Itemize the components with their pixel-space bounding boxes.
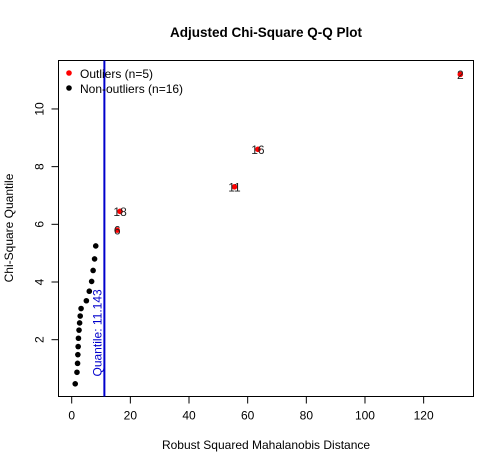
non-outlier-point	[78, 305, 84, 312]
outlier-point	[117, 208, 123, 215]
non-outlier-point	[83, 297, 90, 304]
cutoff-layer: Quantile: 11.143	[90, 60, 106, 397]
x-tick-label: 120	[414, 409, 434, 423]
outlier-point-label: 16	[251, 143, 265, 157]
y-tick-label: 4	[33, 278, 47, 285]
x-axis: 0 20 40 60 80 100 120	[68, 396, 434, 423]
y-tick-label: 2	[33, 336, 47, 343]
non-outlier-point	[72, 381, 79, 387]
non-outlier-point	[75, 351, 81, 358]
chart-title: Adjusted Chi-Square Q-Q Plot	[170, 25, 363, 40]
non-outlier-point	[86, 288, 93, 295]
legend: Outliers (n=5) Non-outliers (n=16)	[66, 67, 183, 96]
legend-marker-outliers	[66, 70, 72, 76]
y-tick-label: 8	[33, 163, 47, 170]
non-outlier-point	[74, 360, 81, 367]
x-tick-label: 0	[68, 409, 75, 423]
outlier-point-label: 18	[113, 205, 127, 219]
non-outlier-point	[76, 327, 82, 333]
non-outlier-point	[91, 256, 98, 262]
cutoff-annotation: Quantile: 11.143	[90, 289, 104, 377]
non-outlier-point	[76, 320, 83, 326]
x-tick-label: 40	[182, 409, 196, 423]
non-outlier-point	[88, 278, 95, 285]
non-outlier-point	[77, 313, 84, 319]
non-outlier-point	[74, 369, 80, 376]
y-axis: 2 4 6 8 10	[33, 102, 59, 343]
plot-frame	[58, 60, 474, 397]
outlier-point	[255, 146, 261, 153]
legend-label-non-outliers: Non-outliers (n=16)	[80, 82, 183, 96]
y-axis-label: Chi-Square Quantile	[2, 173, 16, 282]
x-tick-label: 60	[241, 409, 255, 423]
outlier-point-label: 2	[457, 68, 464, 82]
x-tick-label: 20	[124, 409, 138, 423]
x-tick-label: 100	[355, 409, 375, 423]
outlier-point-label: 6	[114, 224, 121, 238]
non-outlier-point	[75, 335, 82, 342]
legend-label-outliers: Outliers (n=5)	[80, 67, 153, 81]
non-outlier-point	[92, 243, 99, 249]
y-tick-label: 6	[33, 221, 47, 228]
non-outlier-point	[90, 267, 96, 274]
non-outlier-point	[75, 343, 81, 350]
outlier-point	[114, 227, 120, 233]
x-axis-label: Robust Squared Mahalanobis Distance	[162, 438, 370, 452]
x-tick-label: 80	[300, 409, 314, 423]
points-layer: 6 18 11 16 2	[72, 68, 464, 387]
outlier-point	[231, 184, 238, 190]
legend-marker-non-outliers	[66, 85, 72, 91]
y-tick-label: 10	[33, 102, 47, 116]
outlier-point	[457, 71, 464, 78]
outlier-point-label: 11	[228, 180, 241, 194]
